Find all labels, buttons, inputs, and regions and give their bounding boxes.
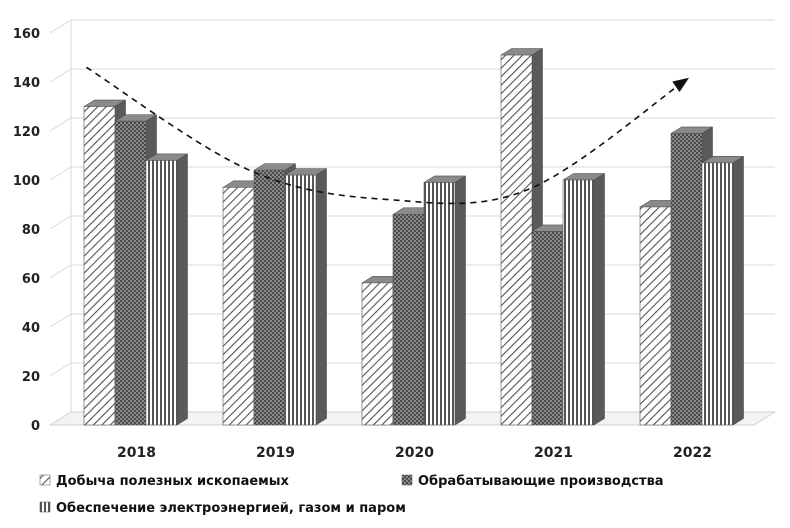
x-tick-label-2022: 2022: [673, 445, 712, 461]
gridline-160: [49, 19, 775, 34]
legend-item-1: Добыча полезных ископаемых: [39, 474, 290, 489]
bar-side-2020-3: [454, 175, 466, 426]
legend-swatch-2: [401, 474, 413, 486]
legend-item-2: Обрабатывающие производства: [401, 474, 664, 489]
legend-label-1: Добыча полезных ископаемых: [56, 474, 290, 489]
y-tick-label-0: 0: [31, 419, 40, 434]
bar-side-2018-3: [176, 153, 188, 426]
bar-front-2021-2: [531, 231, 564, 426]
bar-side-2019-3: [315, 168, 327, 426]
x-tick-label-2020: 2020: [395, 445, 434, 461]
y-tick-label-120: 120: [13, 125, 40, 140]
x-tick-label-2019: 2019: [256, 445, 295, 461]
bar-front-2020-1: [361, 282, 394, 426]
bar-front-2022-3: [701, 162, 734, 426]
legend: Добыча полезных ископаемых Обрабатывающие…: [39, 474, 664, 516]
bar-front-2021-3: [562, 179, 595, 426]
bar-front-2022-1: [639, 206, 672, 426]
y-tick-label-60: 60: [22, 272, 40, 287]
bar-front-2020-3: [423, 182, 456, 426]
gridline-140: [49, 68, 775, 83]
trend-arrow-line: [85, 66, 690, 205]
bar-side-2022-3: [732, 155, 744, 426]
trend-line: [85, 66, 690, 205]
bar-2022-series-3: [701, 155, 745, 426]
bar-front-2019-2: [253, 169, 286, 426]
bar-front-2021-1: [500, 54, 533, 426]
y-tick-label-100: 100: [13, 174, 40, 189]
y-tick-label-160: 160: [13, 27, 40, 42]
x-tick-label-2021: 2021: [534, 445, 573, 461]
legend-item-3: Обеспечение электроэнергией, газом и пар…: [39, 501, 406, 516]
bar-front-2022-2: [670, 133, 703, 426]
bar-front-2018-3: [145, 160, 178, 426]
bar-2021-series-3: [562, 173, 606, 426]
bar-2018-series-3: [145, 153, 189, 426]
y-tick-label-20: 20: [22, 370, 40, 385]
bar-2020-series-3: [423, 175, 467, 426]
legend-label-3: Обеспечение электроэнергией, газом и пар…: [56, 501, 406, 516]
bar-front-2018-2: [114, 120, 147, 426]
x-tick-label-2018: 2018: [117, 445, 156, 461]
bar-side-2021-3: [593, 173, 605, 426]
legend-label-2: Обрабатывающие производства: [418, 474, 664, 489]
bar-front-2018-1: [83, 106, 116, 426]
legend-swatch-1: [39, 474, 51, 486]
legend-swatch-3: [39, 501, 51, 513]
bars: [83, 48, 745, 426]
x-axis: 2018 2019 2020 2021 2022: [117, 445, 712, 461]
y-tick-label-80: 80: [22, 223, 40, 238]
bar-front-2020-2: [392, 214, 425, 426]
bar-2019-series-3: [284, 168, 328, 426]
bar-front-2019-3: [284, 174, 317, 426]
y-tick-label-140: 140: [13, 76, 40, 91]
gridline-120: [49, 117, 775, 132]
bar-front-2019-1: [222, 187, 255, 426]
y-tick-label-40: 40: [22, 321, 40, 336]
y-axis: 0 20 40 60 80 100 120 140 160: [13, 27, 40, 434]
